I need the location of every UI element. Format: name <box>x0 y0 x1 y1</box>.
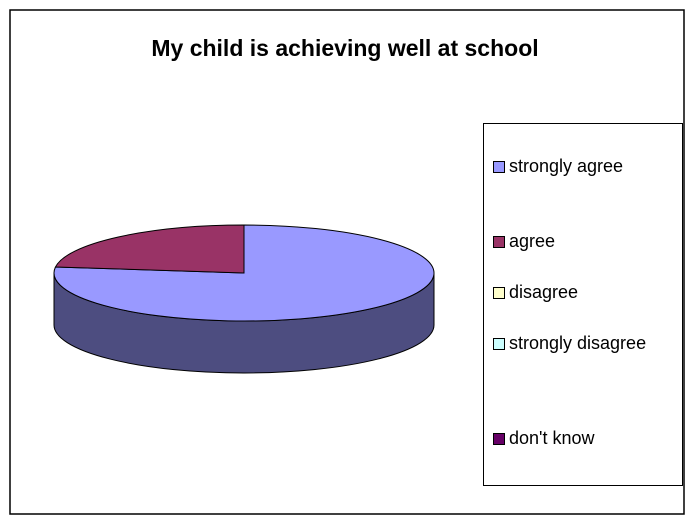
legend: strongly agree agree disagree strongly disa… <box>483 123 683 486</box>
legend-swatch <box>493 236 505 248</box>
legend-label: don't know <box>509 428 595 448</box>
legend-item: strongly agree <box>493 153 685 179</box>
legend-label: strongly agree <box>509 156 624 176</box>
legend-label: strongly disagree <box>509 333 647 353</box>
legend-swatch <box>493 161 505 173</box>
legend-item: agree <box>493 228 685 254</box>
pie-slice <box>54 224 245 274</box>
legend-label: disagree <box>509 282 579 302</box>
legend-swatch <box>493 287 505 299</box>
legend-swatch <box>493 433 505 445</box>
chart-title: My child is achieving well at school <box>151 35 538 61</box>
pie <box>53 224 435 374</box>
legend-item: disagree <box>493 279 685 305</box>
pie-slice <box>53 224 435 322</box>
legend-item: strongly disagree <box>493 330 685 356</box>
legend-label: agree <box>509 231 556 251</box>
legend-item: don't know <box>493 425 685 451</box>
legend-swatch <box>493 338 505 350</box>
